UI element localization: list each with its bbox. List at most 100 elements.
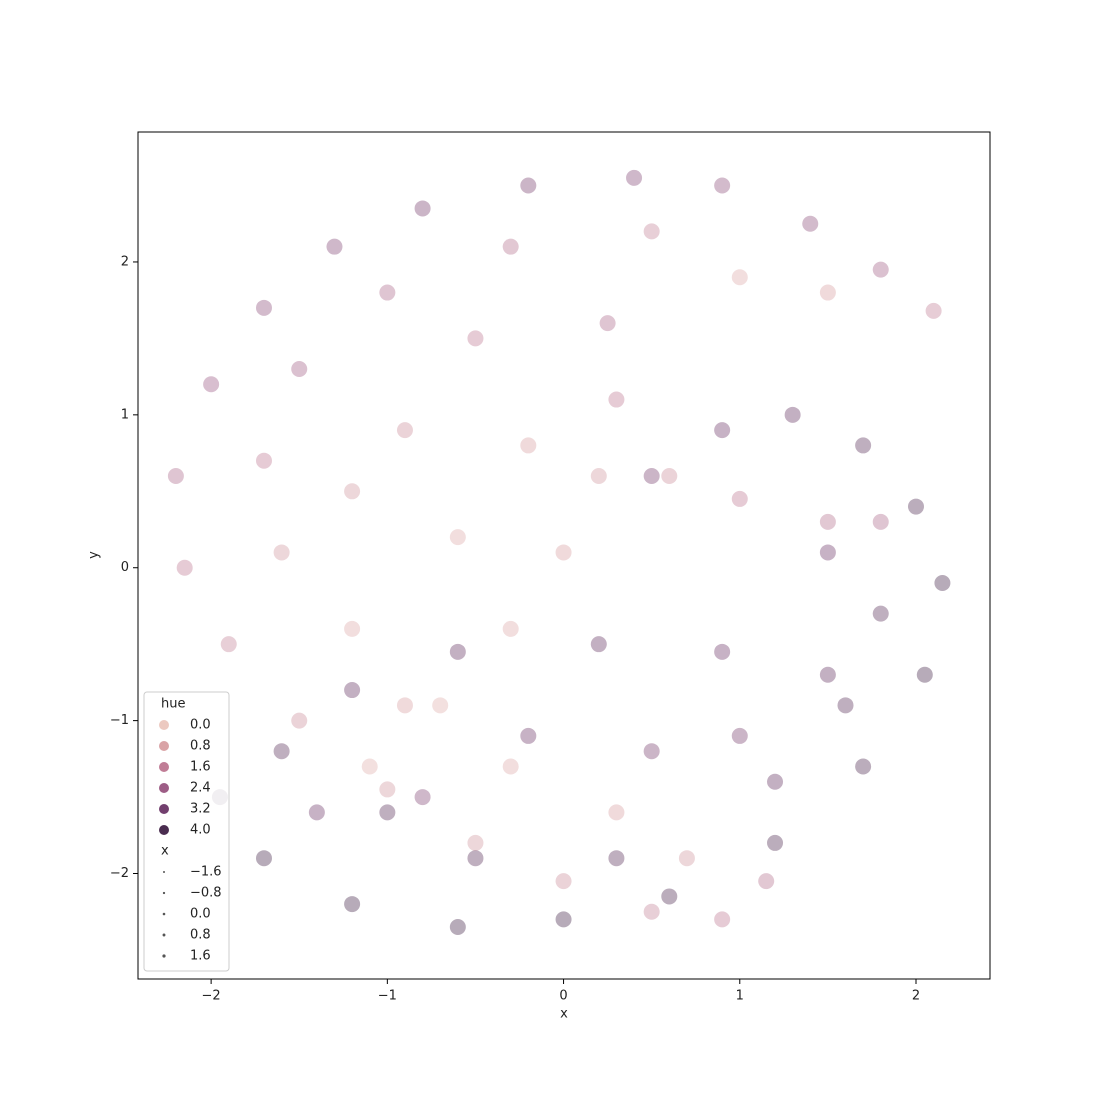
point [396,422,413,439]
point [819,284,836,301]
legend-marker [162,933,166,937]
point [344,483,361,500]
point [643,467,660,484]
point [502,758,519,775]
legend-marker [162,912,166,916]
point [467,850,484,867]
point [273,743,290,760]
point [308,804,325,821]
x-tick-label: 2 [912,989,920,1004]
point [220,636,237,653]
point [784,406,801,423]
point [467,330,484,347]
legend-label: 0.0 [190,907,211,922]
point [767,834,784,851]
point [520,437,537,454]
point [714,177,731,194]
point [520,177,537,194]
point [555,544,572,561]
point [819,513,836,530]
point [396,697,413,714]
point [678,850,695,867]
point [714,911,731,928]
legend-label: 0.8 [190,739,211,754]
legend-marker [162,954,166,958]
legend-label: 1.6 [190,949,211,964]
point [731,269,748,286]
point [643,223,660,240]
point [608,391,625,408]
point [203,376,220,393]
point [326,238,343,255]
legend-marker [159,720,169,730]
point [661,467,678,484]
point [643,743,660,760]
point [414,789,431,806]
point [916,666,933,683]
point [626,169,643,186]
point [432,697,449,714]
y-tick-label: −1 [110,713,129,728]
point [273,544,290,561]
point [819,666,836,683]
point [934,575,951,592]
legend-marker [159,741,169,751]
point [344,682,361,699]
y-tick-label: 1 [121,407,129,422]
legend-label: 3.2 [190,802,211,817]
y-tick-label: −2 [110,866,129,881]
point [379,804,396,821]
point [758,873,775,890]
legend-label: 0.0 [190,718,211,733]
point [714,422,731,439]
y-tick-label: 0 [121,560,129,575]
point [872,513,889,530]
point [361,758,378,775]
point [449,919,466,936]
point [379,781,396,798]
legend-title: hue [161,697,185,712]
point [907,498,924,515]
x-tick-label: −1 [378,989,397,1004]
point [855,758,872,775]
point [414,200,431,217]
point [837,697,854,714]
point [767,773,784,790]
point [872,605,889,622]
point [291,712,308,729]
point [291,360,308,377]
legend-box [143,691,230,972]
y-axis-label: y [87,551,102,559]
legend-title: x [161,844,169,859]
legend-marker [163,871,165,873]
legend-marker [162,891,166,895]
point [449,643,466,660]
legend-marker [159,762,169,772]
x-tick-label: 0 [559,989,567,1004]
point [502,620,519,637]
point [255,452,272,469]
point [379,284,396,301]
point [555,873,572,890]
point [599,315,616,332]
point [608,850,625,867]
point [502,238,519,255]
point [714,643,731,660]
point [802,215,819,232]
point [872,261,889,278]
point [167,467,184,484]
point [520,727,537,744]
point [855,437,872,454]
point [643,903,660,920]
legend-label: −1.6 [190,865,222,880]
point [925,302,942,319]
point [449,529,466,546]
point [467,834,484,851]
point [590,636,607,653]
legend-marker [159,783,169,793]
legend-marker [159,804,169,814]
legend-label: 0.8 [190,928,211,943]
legend-marker [159,825,169,835]
point [344,896,361,913]
